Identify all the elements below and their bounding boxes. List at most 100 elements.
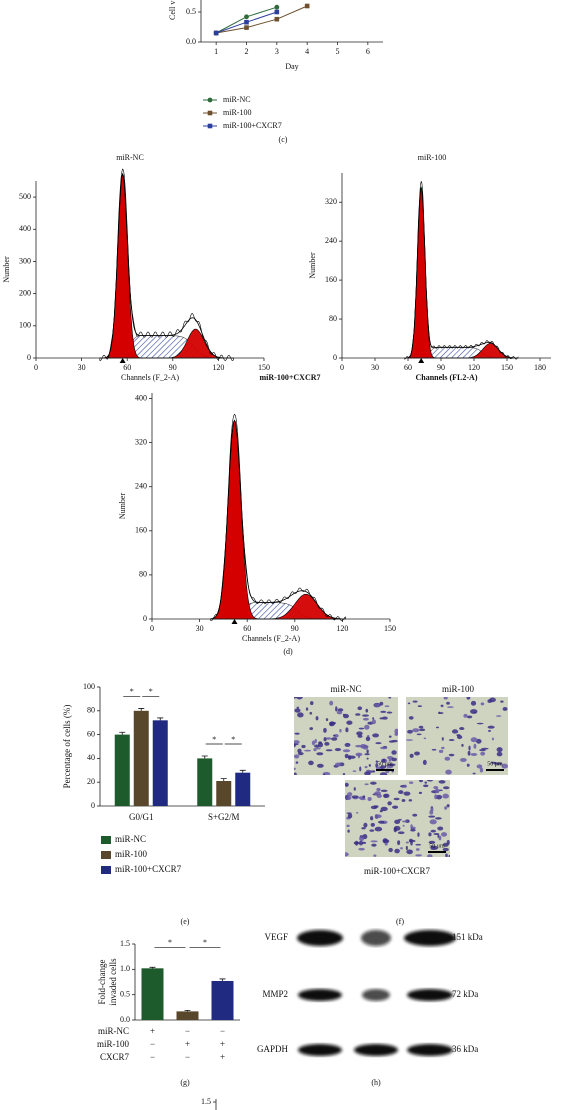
cell: [370, 781, 377, 785]
cell: [490, 761, 497, 764]
cell: [394, 732, 398, 736]
cell: [367, 734, 370, 737]
cell: [364, 771, 371, 775]
x-tick-label: 30: [78, 363, 86, 372]
cell: [323, 773, 326, 775]
cell: [375, 742, 382, 745]
cell: [346, 795, 352, 800]
significance-label: *: [130, 687, 134, 696]
cell: [382, 758, 386, 763]
cell: [480, 702, 485, 706]
cell: [431, 748, 437, 751]
scale-bar: [428, 851, 446, 853]
cell: [370, 840, 378, 843]
outline: [210, 413, 346, 622]
cell: [344, 742, 351, 747]
band-name: VEGF: [264, 932, 288, 942]
bar: [235, 772, 251, 806]
cell: [448, 739, 455, 742]
cell: [394, 819, 401, 824]
cell: [334, 748, 342, 752]
y-tick-label: 80: [87, 706, 95, 715]
cell: [366, 749, 369, 754]
cell: [414, 751, 420, 756]
cell: [419, 728, 426, 732]
cell: [358, 847, 365, 851]
cell: [476, 764, 483, 769]
cell: [397, 831, 405, 835]
cell: [297, 712, 304, 718]
y-tick-label: 0: [333, 353, 337, 362]
cell: [392, 805, 399, 809]
y-tick-label: 0: [143, 614, 147, 623]
significance-label: *: [231, 735, 235, 744]
cell: [316, 763, 324, 768]
cell: [369, 829, 375, 832]
cell: [374, 814, 382, 819]
cell: [416, 733, 422, 736]
cell: [406, 739, 414, 741]
cell: [417, 832, 420, 837]
cell: [388, 763, 396, 767]
cell: [407, 702, 411, 705]
cell: [335, 706, 338, 712]
cell: [433, 833, 440, 835]
cell: [366, 757, 369, 760]
x-tick-label: 3: [275, 47, 279, 56]
cell: [398, 818, 402, 821]
cell: [496, 747, 503, 753]
error-bar: [119, 731, 126, 735]
cell: [373, 805, 379, 808]
cell: [329, 721, 333, 726]
outline: [99, 172, 234, 359]
cell: [364, 753, 370, 756]
x-tick-label: 0: [340, 363, 344, 372]
cell: [443, 697, 448, 700]
cell: [435, 726, 440, 729]
band: [354, 1044, 398, 1056]
cell: [379, 772, 388, 775]
band: [404, 930, 456, 946]
cell: [429, 819, 437, 825]
cell: [362, 717, 369, 721]
cell: [374, 791, 382, 796]
cell: [438, 789, 443, 792]
cell: [473, 711, 476, 714]
cell: [371, 843, 377, 847]
cell: [487, 729, 492, 732]
cell: [430, 807, 434, 812]
cell: [430, 845, 438, 849]
legend-label: miR-100+CXCR7: [115, 864, 182, 874]
cell: [407, 729, 413, 734]
y-tick-label: 0.5: [120, 989, 130, 998]
cell: [357, 706, 363, 711]
cell: [476, 722, 484, 725]
cell: [294, 732, 300, 735]
cell: [438, 780, 446, 784]
y-tick-label: 160: [135, 526, 147, 535]
panel-label: (h): [371, 1078, 381, 1087]
cell: [410, 828, 416, 832]
x-tick-label: 1: [214, 47, 218, 56]
cell: [502, 707, 508, 711]
cell: [441, 746, 445, 750]
band-size: 36 kDa: [452, 1044, 478, 1054]
image-label: miR-100: [442, 684, 475, 694]
y-axis-label: invaded cells: [108, 958, 118, 1006]
panel-label: (d): [283, 647, 293, 656]
cell: [360, 743, 367, 749]
y-tick-label: 400: [19, 224, 31, 233]
cell: [365, 708, 369, 713]
cell: [345, 852, 349, 857]
bar: [133, 710, 149, 806]
cell: [459, 726, 465, 731]
cell: [397, 840, 401, 846]
legend-swatch: [101, 866, 111, 874]
peak-marker: [119, 358, 126, 363]
scale-bar: [486, 769, 504, 771]
y-tick-label: 1.0: [120, 964, 130, 973]
cell: [398, 790, 404, 795]
y-tick-label: 0: [27, 353, 31, 362]
cell: [388, 697, 392, 699]
